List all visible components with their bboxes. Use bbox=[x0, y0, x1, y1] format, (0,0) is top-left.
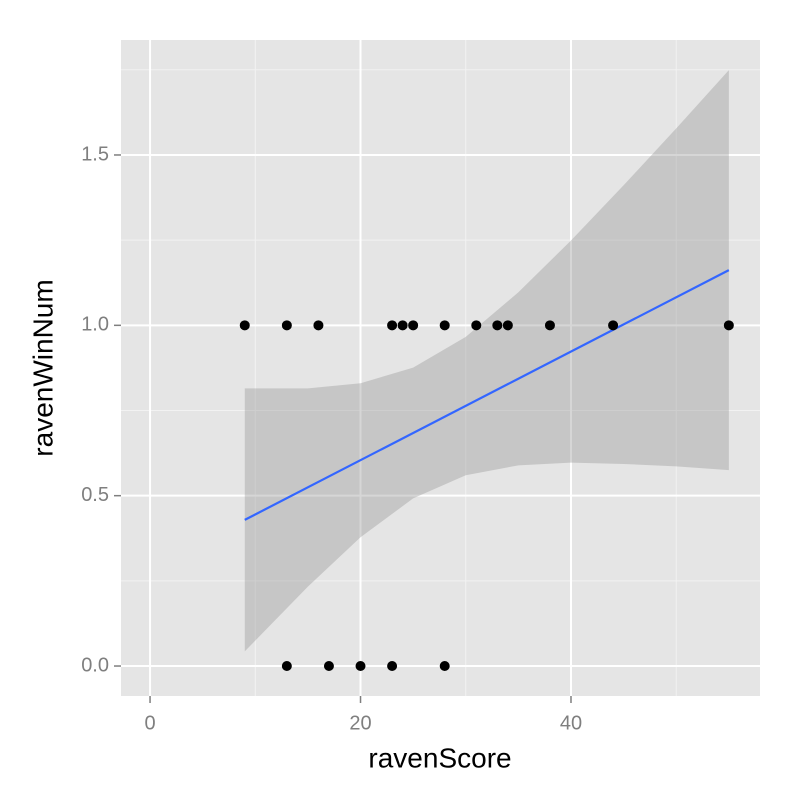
y-tick-label: 0.0 bbox=[81, 654, 109, 676]
point bbox=[239, 320, 250, 331]
point bbox=[323, 661, 334, 672]
point bbox=[313, 320, 324, 331]
panel bbox=[121, 40, 760, 696]
point bbox=[387, 661, 398, 672]
x-axis-title: ravenScore bbox=[368, 742, 511, 773]
point bbox=[544, 320, 555, 331]
point bbox=[608, 320, 619, 331]
point bbox=[408, 320, 419, 331]
point bbox=[397, 320, 408, 331]
point bbox=[281, 661, 292, 672]
y-axis-title: ravenWinNum bbox=[27, 279, 58, 456]
y-tick-label: 1.0 bbox=[81, 314, 109, 336]
confidence-band bbox=[244, 70, 729, 652]
point bbox=[471, 320, 482, 331]
point bbox=[355, 661, 366, 672]
x-tick-label: 40 bbox=[560, 712, 582, 734]
point bbox=[502, 320, 513, 331]
point bbox=[439, 320, 450, 331]
point bbox=[387, 320, 398, 331]
point bbox=[492, 320, 503, 331]
point bbox=[723, 320, 734, 331]
x-tick-label: 20 bbox=[349, 712, 371, 734]
regression-line bbox=[244, 269, 730, 521]
x-tick-label: 0 bbox=[144, 712, 155, 734]
point bbox=[281, 320, 292, 331]
y-tick-label: 0.5 bbox=[81, 484, 109, 506]
y-tick-label: 1.5 bbox=[81, 143, 109, 165]
point bbox=[439, 661, 450, 672]
